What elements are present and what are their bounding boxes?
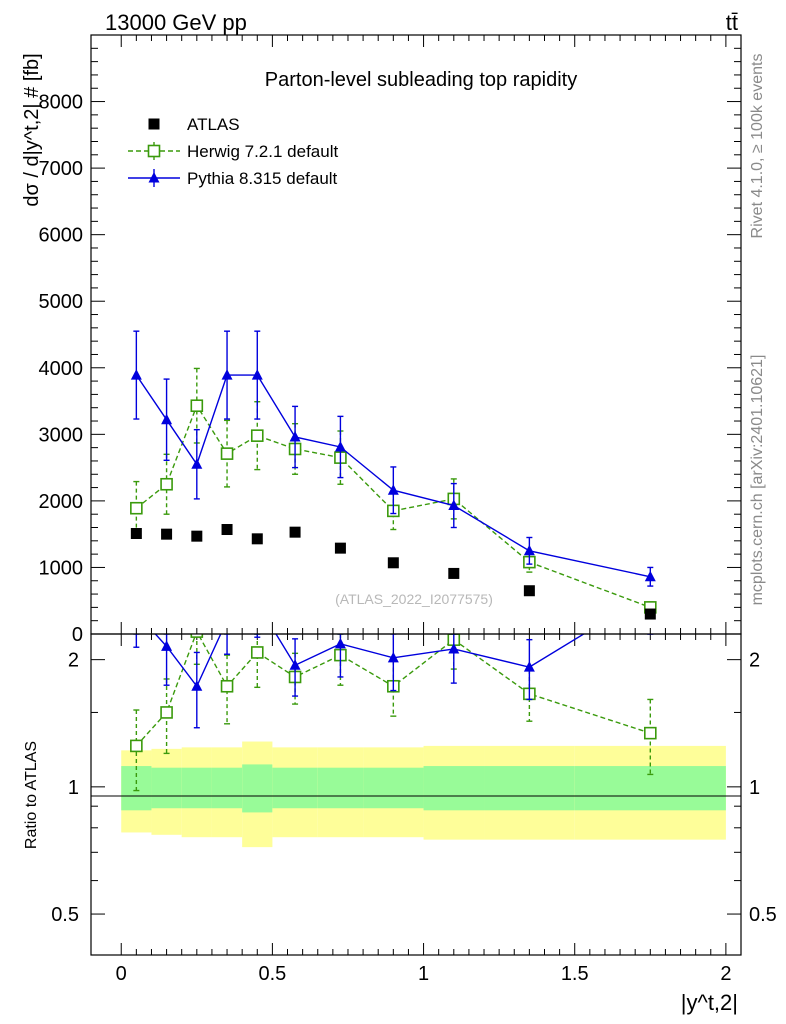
pythia-point: [448, 499, 460, 511]
ratio-band-inner: [363, 767, 424, 809]
legend-atlas-label: ATLAS: [187, 115, 240, 134]
herwig-ratio-point: [190, 634, 204, 638]
atlas-point: [289, 526, 301, 538]
pythia-ratio-point: [222, 614, 233, 625]
atlas-point: [334, 542, 346, 554]
main-y-tick-label: 0: [72, 624, 83, 646]
energy-label: 13000 GeV pp: [105, 10, 247, 35]
ratio-frame: [90, 633, 742, 956]
herwig-point: [190, 399, 204, 413]
atlas-point: [523, 585, 535, 597]
rivet-version-label: Rivet 4.1.0, ≥ 100k events: [749, 54, 766, 239]
main-y-tick-label: 1000: [39, 557, 84, 579]
ratio-axes: 0.5 0.5 1 1 2 2 0 0.5 1 1.5 2: [51, 634, 777, 985]
pythia-ratio-point: [252, 597, 263, 608]
pythia-point: [251, 369, 263, 380]
herwig-ratio-point: [644, 726, 657, 740]
herwig-ratio-point: [250, 646, 264, 659]
main-y-tick-label: 2000: [39, 491, 84, 513]
pythia-ratio-point: [645, 587, 656, 598]
ratio-band-inner: [181, 767, 212, 809]
legend-herwig-marker: [147, 144, 161, 158]
pythia-point: [644, 570, 656, 582]
main-title: Parton-level subleading top rapidity: [265, 69, 577, 91]
ratio-band-inner: [272, 767, 318, 809]
atlas-point: [221, 524, 233, 536]
ratio-band-inner: [317, 767, 364, 809]
pythia-point: [191, 458, 203, 469]
pythia-ratio-point: [387, 651, 399, 663]
pythia-ratio-point: [161, 640, 173, 651]
ratio-y-tick-label: 0.5: [51, 904, 79, 926]
herwig-ratio-point: [160, 706, 173, 719]
ratio-y-tick-label-right: 2: [749, 650, 760, 672]
atlas-point: [191, 530, 203, 542]
atlas-point: [448, 567, 460, 579]
ratio-y-tick-label-right: 0.5: [749, 904, 777, 926]
herwig-point: [220, 447, 234, 460]
pythia-ratio-point: [131, 607, 142, 618]
x-tick-label: 0.5: [258, 963, 286, 985]
ratio-y-tick-label: 1: [68, 777, 79, 799]
ratio-y-tick-label: 2: [68, 650, 79, 672]
pythia-point: [161, 413, 173, 425]
legend-pythia-label: Pythia 8.315 default: [187, 169, 338, 188]
process-label: tt̄: [726, 10, 738, 35]
main-axes: 0 1000 2000 3000 4000 5000 6000 7000 8000: [39, 35, 741, 646]
pythia-point: [221, 369, 233, 380]
main-series: [130, 330, 657, 620]
atlas-point: [161, 528, 173, 540]
ratio-band-inner: [423, 766, 485, 811]
ratio-band-inner: [484, 766, 575, 811]
pythia-ratio-point: [191, 680, 203, 691]
herwig-point: [160, 477, 173, 491]
mcplots-label: mcplots.cern.ch [arXiv:2401.10621]: [749, 355, 766, 606]
pythia-point: [334, 440, 346, 452]
herwig-ratio-point: [220, 679, 234, 693]
atlas-point: [130, 528, 142, 540]
main-y-tick-label: 3000: [39, 424, 84, 446]
atlas-point: [251, 533, 263, 545]
pythia-ratio-point: [334, 637, 346, 649]
ratio-band-inner: [151, 767, 182, 809]
atlas-point: [387, 557, 399, 569]
pythia-ratio-point: [523, 661, 535, 672]
x-axis-label: |y^t,2|: [681, 990, 738, 1015]
legend: ATLAS Herwig 7.2.1 default Pythia 8.315 de…: [128, 115, 338, 188]
herwig-point: [130, 501, 143, 515]
main-y-tick-label: 8000: [39, 92, 84, 114]
pythia-point: [289, 430, 301, 442]
main-y-axis-label: dσ / d|y^t,2| # [fb]: [21, 53, 43, 206]
atlas-point: [644, 608, 656, 620]
herwig-point: [250, 429, 264, 442]
watermark-label: (ATLAS_2022_I2077575): [335, 591, 493, 607]
ratio-y-axis-label: Ratio to ATLAS: [23, 741, 40, 849]
herwig-ratio-point: [130, 739, 143, 753]
x-tick-label: 1.5: [561, 963, 589, 985]
main-y-tick-label: 4000: [39, 358, 84, 380]
pythia-ratio-point: [289, 659, 301, 670]
pythia-point: [387, 484, 399, 495]
ratio-band-inner: [242, 764, 273, 813]
legend-pythia-marker: [148, 172, 160, 183]
main-panel: Parton-level subleading top rapidity dσ …: [21, 34, 742, 646]
ratio-panel: 0.5 0.5 1 1 2 2 0 0.5 1 1.5 2 Ratio to ATLAS |y^t,…: [23, 587, 777, 1015]
main-y-tick-label: 7000: [39, 158, 84, 180]
ratio-y-tick-label-right: 1: [749, 777, 760, 799]
ratio-band-inner: [211, 767, 243, 809]
main-y-tick-label: 6000: [39, 225, 84, 247]
main-y-tick-label: 5000: [39, 291, 84, 313]
legend-atlas-marker: [148, 118, 160, 130]
ratio-clipped-group: [130, 587, 657, 792]
pythia-point: [130, 369, 142, 380]
x-tick-label: 2: [720, 963, 731, 985]
ratio-uncertainty-bands: [121, 741, 726, 848]
legend-herwig-label: Herwig 7.2.1 default: [187, 142, 338, 161]
pythia-point: [523, 544, 535, 556]
x-tick-label: 1: [418, 963, 429, 985]
ratio-series: [130, 587, 657, 792]
x-tick-label: 0: [116, 963, 127, 985]
pythia-ratio-point: [448, 642, 460, 654]
